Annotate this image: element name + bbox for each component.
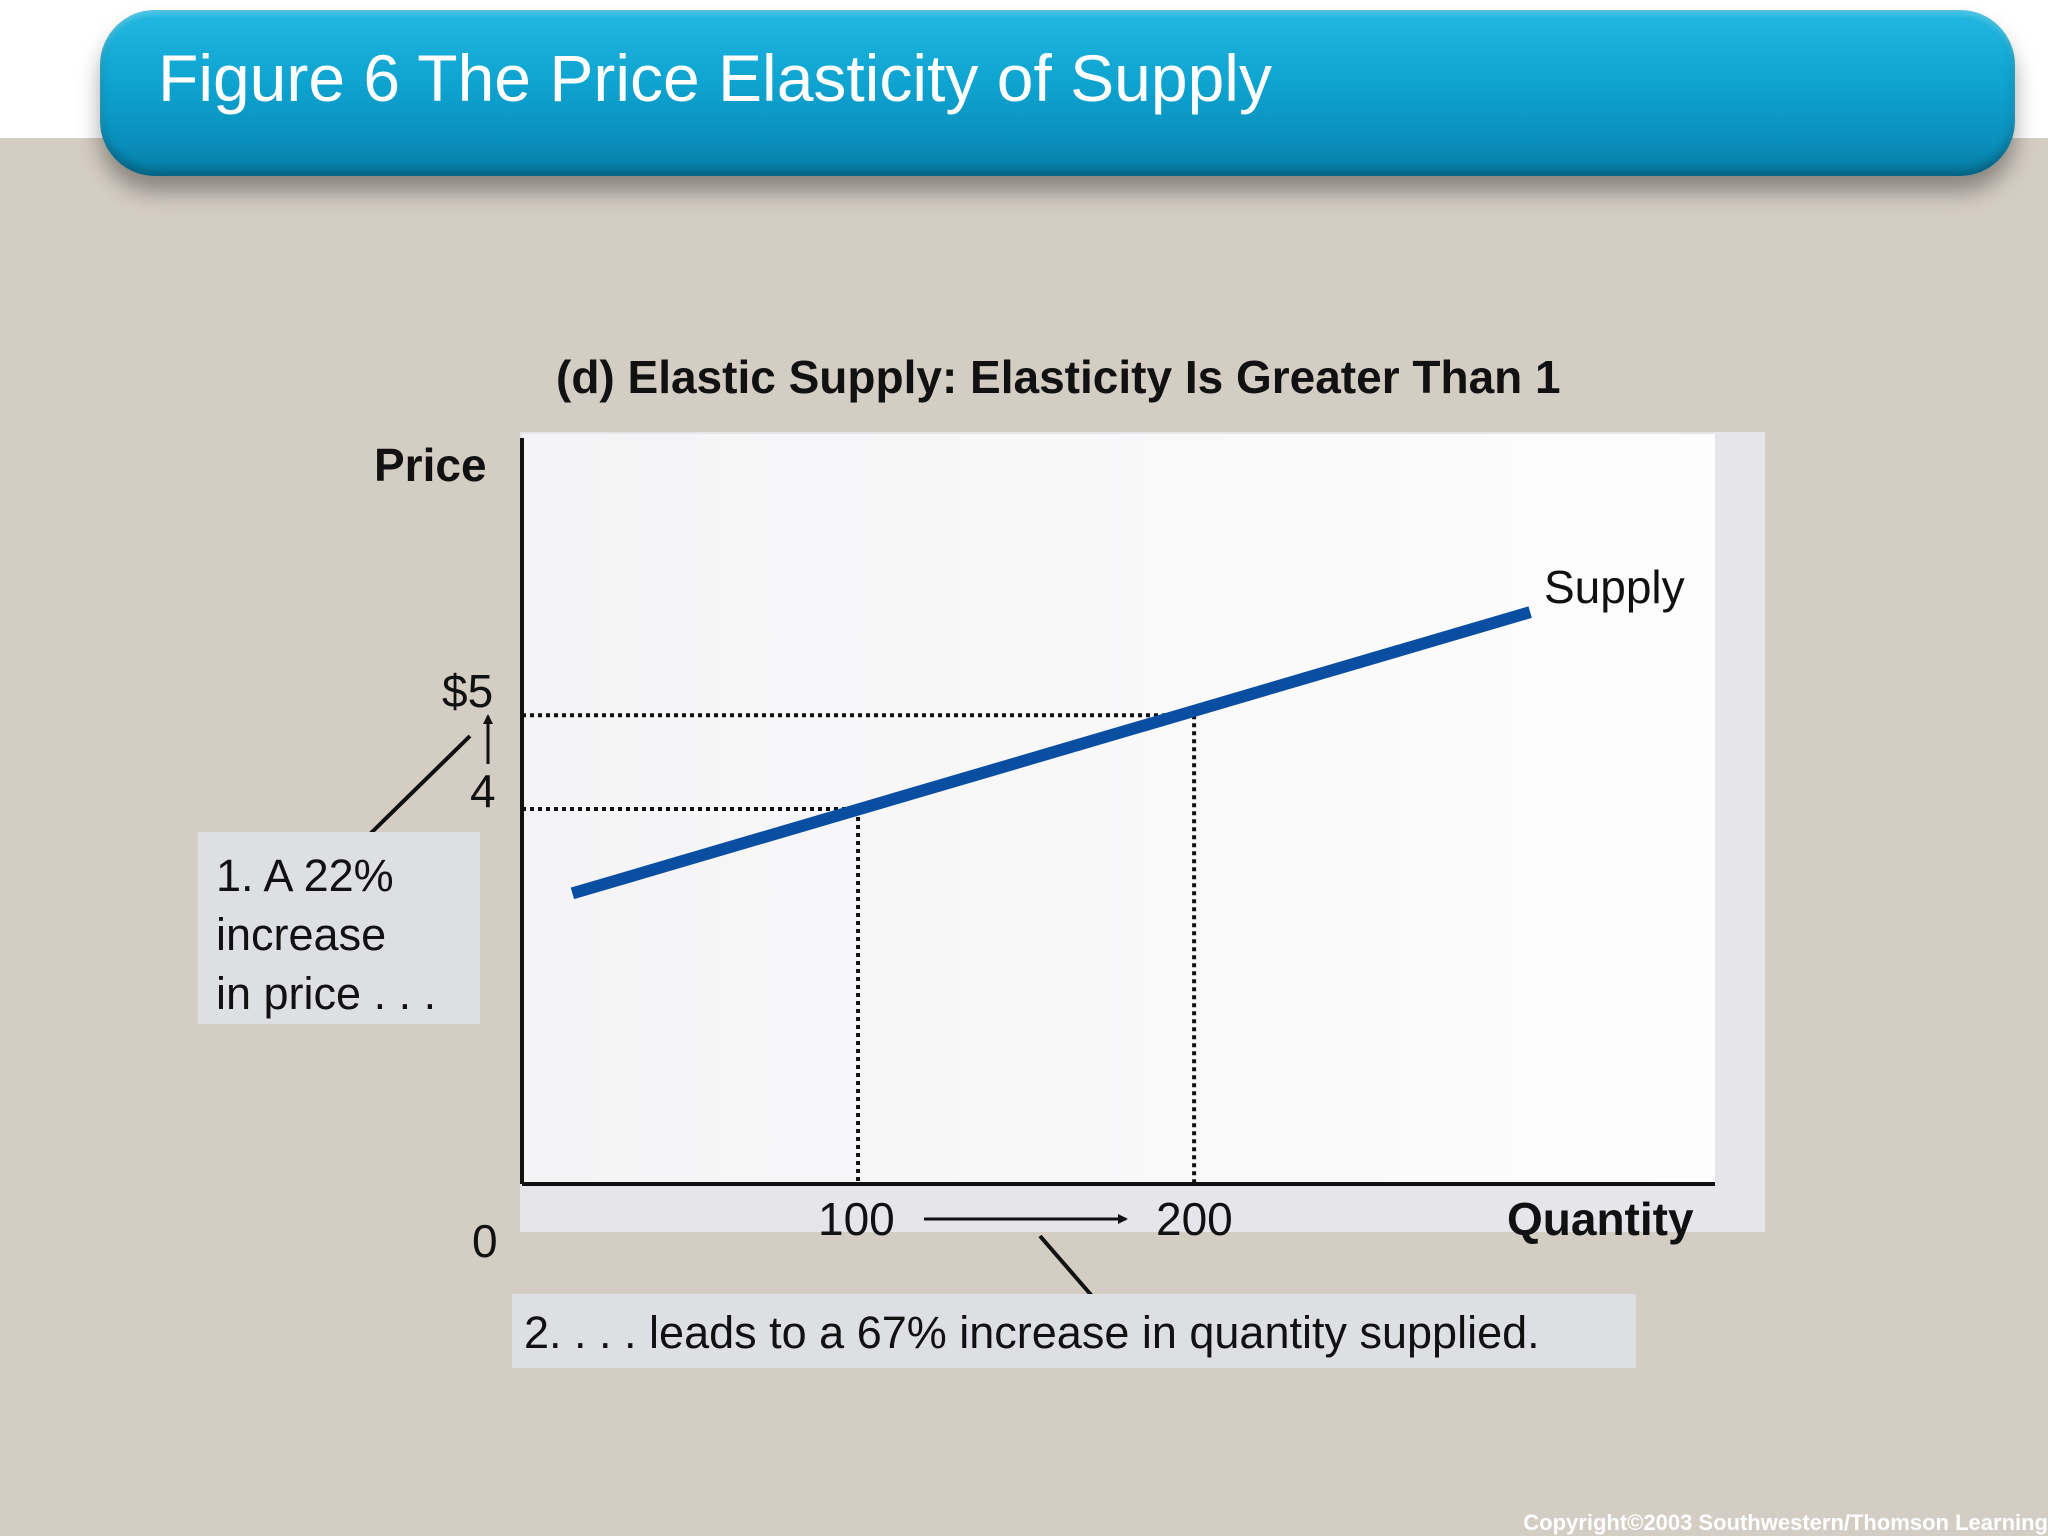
y-axis-label: Price <box>374 439 487 491</box>
copyright-notice: Copyright©2003 Southwestern/Thomson Lear… <box>1523 1510 2048 1535</box>
quantity-callout-leader <box>1038 1234 1094 1298</box>
origin-label: 0 <box>472 1215 498 1267</box>
title-bar <box>100 10 2015 176</box>
x-tick-label-100: 100 <box>818 1193 895 1245</box>
x-tick-label-200: 200 <box>1156 1193 1233 1245</box>
price-callout-leader <box>368 734 472 836</box>
reference-lines <box>522 713 1197 1184</box>
x-axis-label: Quantity <box>1507 1193 1694 1245</box>
chart-title: (d) Elastic Supply: Elasticity Is Greate… <box>556 351 1561 403</box>
callout-line: in price . . . <box>216 968 437 1019</box>
supply-curve <box>570 606 1532 900</box>
callout-line: increase <box>216 909 387 960</box>
price-increase-callout: 1. A 22% increase in price . . . <box>198 832 480 1024</box>
series-label-supply: Supply <box>1544 561 1685 613</box>
callout-line: 1. A 22% <box>216 850 394 901</box>
y-tick-label-4: 4 <box>470 765 496 817</box>
y-tick-label-5: $5 <box>442 665 494 717</box>
quantity-increase-callout: 2. . . . leads to a 67% increase in quan… <box>512 1294 1636 1368</box>
plot-area <box>522 434 1715 1184</box>
slide-title: Figure 6 The Price Elasticity of Supply <box>158 41 1272 115</box>
